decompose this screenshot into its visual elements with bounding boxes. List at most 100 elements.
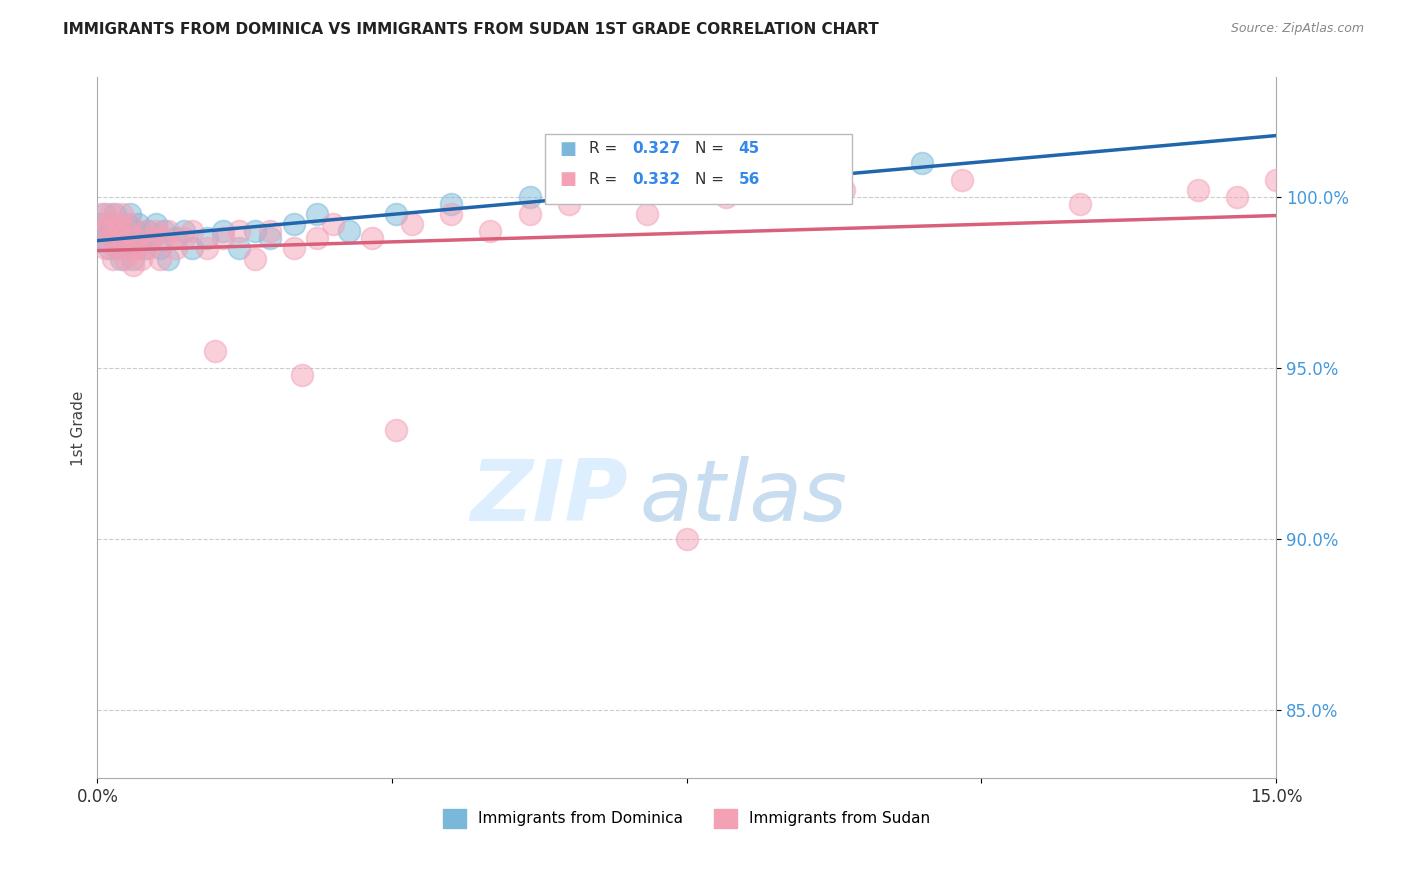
Point bbox=[479, 224, 502, 238]
Point bbox=[291, 368, 314, 382]
Point bbox=[173, 231, 195, 245]
Point bbox=[165, 231, 187, 245]
Point bbox=[115, 224, 138, 238]
Point bbox=[361, 231, 384, 245]
Point bbox=[149, 252, 172, 266]
Point bbox=[243, 252, 266, 266]
Point bbox=[124, 231, 146, 245]
Point bbox=[145, 224, 167, 238]
Point bbox=[1187, 183, 1209, 197]
Point bbox=[153, 231, 176, 245]
Point bbox=[111, 207, 134, 221]
Text: N =: N = bbox=[695, 171, 728, 186]
Point bbox=[96, 218, 118, 232]
Point bbox=[180, 241, 202, 255]
Point bbox=[337, 224, 360, 238]
Point bbox=[121, 252, 143, 266]
Point bbox=[950, 173, 973, 187]
Point bbox=[259, 224, 281, 238]
Point bbox=[108, 218, 131, 232]
Point bbox=[228, 224, 250, 238]
FancyBboxPatch shape bbox=[546, 134, 852, 203]
Point bbox=[558, 197, 581, 211]
Point bbox=[212, 224, 235, 238]
Point bbox=[104, 207, 127, 221]
Point bbox=[124, 224, 146, 238]
Point bbox=[228, 241, 250, 255]
Point bbox=[90, 218, 112, 232]
Point bbox=[173, 224, 195, 238]
Point bbox=[832, 183, 855, 197]
Point bbox=[598, 173, 620, 187]
Point bbox=[98, 231, 121, 245]
Point bbox=[385, 207, 408, 221]
Point bbox=[153, 224, 176, 238]
Point bbox=[243, 224, 266, 238]
Point bbox=[911, 156, 934, 170]
Point bbox=[519, 207, 541, 221]
Point bbox=[118, 231, 141, 245]
Point bbox=[115, 218, 138, 232]
Point bbox=[100, 218, 122, 232]
Point bbox=[149, 241, 172, 255]
Y-axis label: 1st Grade: 1st Grade bbox=[72, 390, 86, 466]
Point bbox=[138, 224, 160, 238]
Point bbox=[101, 231, 124, 245]
Text: 0.332: 0.332 bbox=[633, 171, 681, 186]
Text: Source: ZipAtlas.com: Source: ZipAtlas.com bbox=[1230, 22, 1364, 36]
Text: ■: ■ bbox=[560, 140, 576, 158]
Point bbox=[114, 252, 136, 266]
Point bbox=[259, 231, 281, 245]
Point bbox=[94, 207, 117, 221]
Text: ■: ■ bbox=[560, 170, 576, 188]
Point bbox=[138, 241, 160, 255]
Text: 45: 45 bbox=[738, 142, 759, 156]
Text: atlas: atlas bbox=[640, 457, 848, 540]
Point bbox=[125, 241, 148, 255]
Point bbox=[283, 241, 305, 255]
Point bbox=[307, 207, 329, 221]
Point bbox=[110, 231, 132, 245]
Point bbox=[180, 224, 202, 238]
Point bbox=[94, 241, 117, 255]
Point bbox=[100, 207, 122, 221]
Point bbox=[714, 190, 737, 204]
Point bbox=[134, 241, 156, 255]
Point bbox=[1265, 173, 1288, 187]
Point bbox=[440, 207, 463, 221]
Point bbox=[127, 218, 149, 232]
Point bbox=[204, 343, 226, 358]
Text: R =: R = bbox=[589, 171, 621, 186]
Point bbox=[121, 259, 143, 273]
Point bbox=[195, 241, 218, 255]
Point bbox=[307, 231, 329, 245]
Point bbox=[90, 207, 112, 221]
Point bbox=[283, 218, 305, 232]
Point bbox=[145, 218, 167, 232]
Point bbox=[105, 241, 128, 255]
Point bbox=[114, 241, 136, 255]
Point bbox=[385, 423, 408, 437]
Point bbox=[322, 218, 344, 232]
Point bbox=[96, 224, 118, 238]
Text: R =: R = bbox=[589, 142, 621, 156]
Point bbox=[141, 231, 163, 245]
Point bbox=[134, 224, 156, 238]
Text: ZIP: ZIP bbox=[470, 457, 628, 540]
Point bbox=[120, 218, 142, 232]
Point bbox=[108, 224, 131, 238]
Point bbox=[93, 224, 115, 238]
Text: 56: 56 bbox=[738, 171, 761, 186]
Point bbox=[98, 241, 121, 255]
Point bbox=[440, 197, 463, 211]
Point bbox=[1069, 197, 1091, 211]
Text: N =: N = bbox=[695, 142, 728, 156]
Text: IMMIGRANTS FROM DOMINICA VS IMMIGRANTS FROM SUDAN 1ST GRADE CORRELATION CHART: IMMIGRANTS FROM DOMINICA VS IMMIGRANTS F… bbox=[63, 22, 879, 37]
Legend: Immigrants from Dominica, Immigrants from Sudan: Immigrants from Dominica, Immigrants fro… bbox=[437, 803, 936, 834]
Point bbox=[120, 207, 142, 221]
Point bbox=[636, 207, 658, 221]
Point bbox=[157, 224, 180, 238]
Point bbox=[104, 224, 127, 238]
Point bbox=[118, 241, 141, 255]
Point bbox=[519, 190, 541, 204]
